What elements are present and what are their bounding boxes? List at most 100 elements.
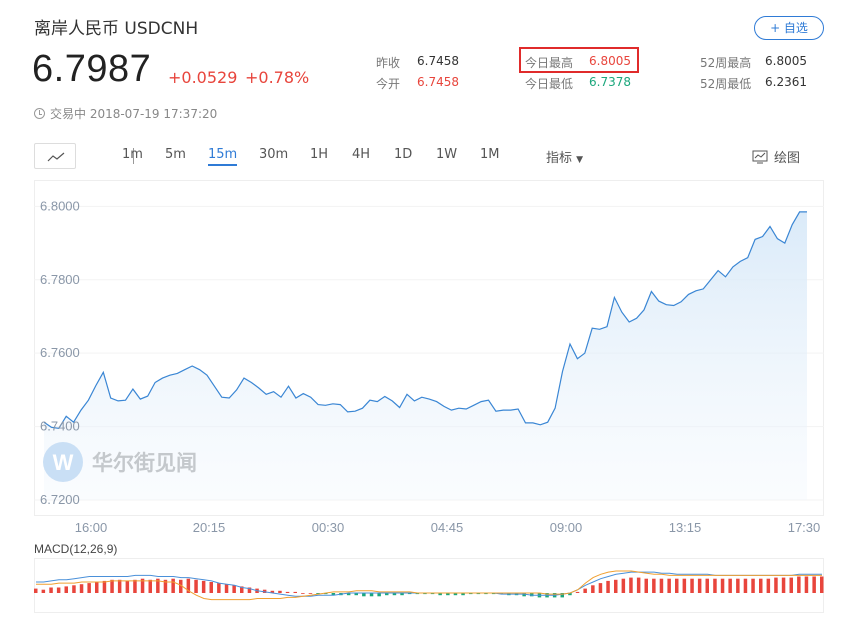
macd-bar — [781, 577, 786, 593]
macd-bar — [476, 593, 481, 595]
clock-icon — [34, 108, 45, 119]
macd-bar — [224, 584, 229, 593]
macd-bar — [217, 583, 221, 593]
timeframe-15m[interactable]: 15m — [208, 147, 238, 166]
timeframe-5m[interactable]: 5m — [165, 147, 186, 162]
price-area — [43, 211, 807, 500]
timeframe-1h[interactable]: 1H — [310, 147, 329, 162]
today-high-label: 今日最高 — [525, 56, 574, 70]
macd-bar — [331, 593, 336, 596]
indicator-dropdown[interactable]: 指标 ▼ — [546, 147, 583, 166]
macd-bar — [736, 578, 740, 593]
price-chart[interactable]: W 华尔街见闻 6.8000 6.7800 6.7600 6.7400 6.7200 1… — [34, 180, 824, 630]
macd-bar — [308, 593, 313, 594]
macd-bar — [789, 577, 793, 593]
y-tick-label: 6.7800 — [40, 272, 80, 287]
high-52w-value: 6.8005 — [765, 54, 807, 68]
macd-bar — [430, 593, 435, 595]
macd-bar — [293, 591, 297, 593]
toolbar-divider — [133, 148, 134, 164]
price-line — [43, 211, 807, 430]
y-axis-labels: 6.8000 6.7800 6.7600 6.7400 6.7200 — [40, 198, 80, 507]
macd-panel — [34, 570, 824, 601]
macd-bar — [606, 580, 610, 593]
macd-bar — [759, 578, 763, 593]
macd-bar — [156, 578, 160, 593]
timeframe-1mo[interactable]: 1M — [480, 147, 500, 162]
draw-button[interactable]: 绘图 — [752, 147, 800, 166]
macd-bar — [614, 579, 618, 593]
caret-down-icon: ▼ — [576, 155, 584, 165]
macd-bar — [186, 578, 191, 593]
macd-bar — [629, 577, 633, 593]
macd-bar — [392, 593, 397, 596]
macd-bar — [690, 578, 694, 593]
watermark-text: 华尔街见闻 — [92, 451, 197, 475]
today-high-highlight — [519, 47, 639, 73]
today-low-value: 6.7378 — [589, 75, 631, 89]
x-tick-label: 17:30 — [788, 520, 821, 535]
high-52w-label: 52周最高 — [700, 56, 752, 70]
price-change-pct: +0.78% — [245, 68, 310, 87]
macd-bar — [530, 593, 534, 597]
x-tick-label: 13:15 — [669, 520, 702, 535]
timeframe-1m[interactable]: 1m — [122, 147, 143, 162]
x-tick-label: 00:30 — [312, 520, 345, 535]
draw-label: 绘图 — [774, 151, 801, 166]
macd-bar — [697, 578, 702, 593]
macd-bar — [285, 591, 290, 593]
x-tick-label: 09:00 — [550, 520, 583, 535]
macd-bar — [125, 580, 130, 593]
macd-bar — [278, 590, 282, 593]
macd-bar — [812, 576, 816, 593]
macd-bar — [491, 593, 496, 595]
macd-bar — [64, 586, 68, 593]
macd-bar — [56, 587, 61, 593]
macd-bar — [247, 587, 252, 593]
macd-bar — [201, 580, 206, 593]
macd-bar — [438, 593, 442, 596]
macd-bar — [820, 576, 824, 593]
timeframe-30m[interactable]: 30m — [259, 147, 289, 162]
macd-bar — [179, 579, 183, 593]
y-tick-label: 6.8000 — [40, 198, 80, 213]
macd-bar — [774, 577, 778, 593]
timeframe-4h[interactable]: 4H — [352, 147, 371, 162]
trading-status-text: 交易中 2018-07-19 17:37:20 — [50, 107, 218, 121]
open-label: 今开 — [376, 77, 401, 91]
macd-bar — [804, 576, 809, 593]
macd-bar — [79, 584, 84, 593]
macd-bar — [583, 588, 587, 593]
macd-bar — [87, 583, 91, 593]
chart-svg: W 华尔街见闻 6.8000 6.7800 6.7600 6.7400 6.7200 1… — [34, 180, 824, 613]
add-watchlist-button[interactable]: + 自选 — [754, 16, 824, 40]
macd-bar — [362, 593, 366, 597]
price-area-fill — [44, 211, 807, 500]
chart-type-button[interactable] — [34, 143, 76, 169]
macd-bar — [675, 578, 679, 593]
prev-close-value: 6.7458 — [417, 54, 459, 68]
y-tick-label: 6.7600 — [40, 345, 80, 360]
watermark-logo-letter: W — [53, 450, 74, 475]
macd-bar — [461, 593, 465, 596]
today-low-label: 今日最低 — [525, 77, 574, 91]
macd-bar — [163, 579, 168, 593]
open-value: 6.7458 — [417, 75, 459, 89]
price-change: +0.0529 — [168, 68, 238, 87]
macd-bar — [446, 593, 450, 596]
timeframe-1w[interactable]: 1W — [436, 147, 458, 162]
low-52w-value: 6.2361 — [765, 75, 807, 89]
macd-bar — [346, 593, 351, 596]
macd-bar — [659, 578, 664, 593]
macd-bar — [171, 578, 175, 593]
macd-bar — [41, 589, 46, 593]
line-chart-icon — [47, 152, 65, 162]
x-tick-label: 16:00 — [75, 520, 108, 535]
timeframe-1d[interactable]: 1D — [394, 147, 413, 162]
y-tick-label: 6.7200 — [40, 492, 80, 507]
page-title: 离岸人民币 USDCNH — [34, 19, 199, 39]
macd-bar — [652, 578, 656, 593]
macd-bar — [316, 593, 320, 595]
macd-bar — [49, 587, 53, 593]
macd-bar — [591, 585, 595, 593]
